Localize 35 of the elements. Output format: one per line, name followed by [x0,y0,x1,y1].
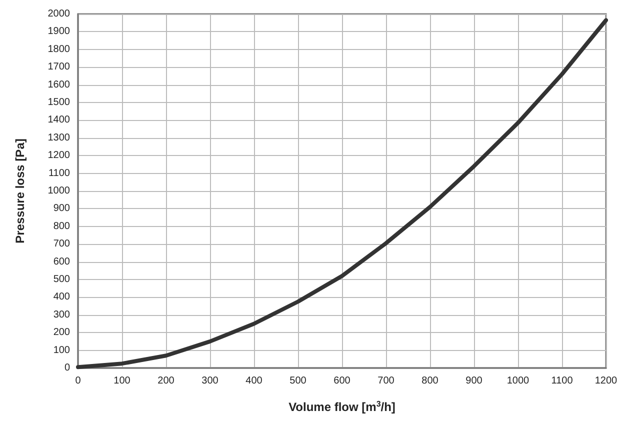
x-tick-label: 100 [114,376,131,386]
x-tick-label: 800 [422,376,439,386]
y-tick-label: 1100 [48,168,70,179]
y-tick-label: 800 [53,220,70,232]
y-tick-label: 100 [53,344,70,356]
y-tick-label: 300 [53,309,70,320]
x-tick-label: 600 [334,376,351,386]
x-tick-label: 1100 [551,376,574,386]
y-tick-label: 1200 [48,150,70,162]
y-tick-label: 400 [53,292,70,303]
y-tick-label: 700 [53,238,70,250]
x-tick-label: 1000 [506,376,530,386]
x-tick-label: 1200 [594,376,618,386]
y-tick-label: 1700 [48,62,70,73]
y-tick-label: 1800 [48,44,70,55]
y-tick-label: 1000 [48,186,70,196]
y-tick-label: 200 [53,327,70,338]
x-tick-label: 500 [290,376,307,386]
y-tick-label: 600 [53,256,70,268]
y-tick-label: 500 [53,274,70,285]
x-tick-label: 900 [466,376,483,386]
y-tick-label: 1500 [48,97,70,108]
y-axis-title: Pressure loss [Pa] [13,138,27,244]
x-tick-label: 200 [158,376,175,386]
x-tick-label: 400 [246,376,263,386]
y-tick-label: 1600 [48,79,70,90]
y-tick-label: 1900 [48,26,70,38]
y-tick-label: 2000 [48,8,70,20]
x-tick-label: 700 [378,376,395,386]
y-tick-label: 1400 [48,114,70,126]
x-tick-label: 300 [202,376,219,386]
y-tick-label: 0 [64,362,70,374]
y-tick-label: 1300 [48,132,70,144]
y-tick-label: 900 [53,203,70,214]
x-tick-label: 0 [75,376,82,386]
